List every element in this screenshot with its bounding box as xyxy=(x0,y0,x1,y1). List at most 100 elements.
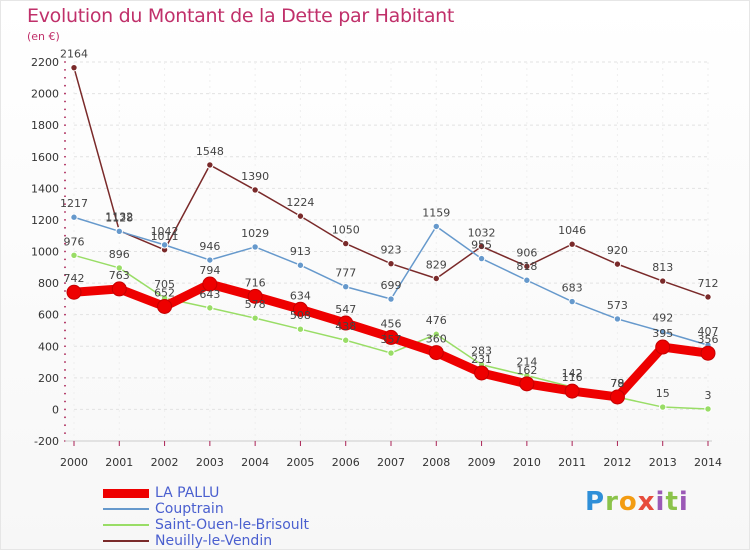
data-point xyxy=(292,301,308,317)
data-point xyxy=(477,242,486,251)
data-label: 699 xyxy=(381,279,402,292)
y-minor-tick xyxy=(64,266,66,269)
data-point xyxy=(251,243,259,251)
legend-item: Neuilly-le-Vendin xyxy=(103,533,309,549)
data-label: 476 xyxy=(426,314,447,327)
data-label: 683 xyxy=(562,282,583,295)
y-minor-tick xyxy=(64,376,66,379)
y-minor-tick xyxy=(64,408,66,411)
y-minor-tick xyxy=(64,195,66,198)
y-minor-tick xyxy=(64,416,66,419)
data-label: 1046 xyxy=(558,224,586,237)
y-minor-tick xyxy=(64,92,66,95)
data-label: 829 xyxy=(426,259,447,272)
y-tick-label: 1000 xyxy=(31,246,59,259)
y-minor-tick xyxy=(64,305,66,308)
legend-label: Couptrain xyxy=(155,501,224,517)
legend-swatch xyxy=(103,524,149,526)
data-label: 712 xyxy=(698,277,719,290)
data-label: 15 xyxy=(656,387,670,400)
y-minor-tick xyxy=(64,124,66,127)
data-point xyxy=(342,239,350,248)
legend-item: Couptrain xyxy=(103,501,309,517)
y-minor-tick xyxy=(64,211,66,213)
y-minor-tick xyxy=(64,187,66,190)
x-tick-label: 2001 xyxy=(105,456,133,469)
data-point xyxy=(66,284,82,300)
y-minor-tick xyxy=(64,219,66,221)
x-tick-label: 2005 xyxy=(286,456,314,469)
data-label: 578 xyxy=(245,298,266,311)
data-label: 395 xyxy=(652,327,673,340)
data-label: 1217 xyxy=(60,197,88,210)
y-minor-tick xyxy=(64,392,66,395)
data-point xyxy=(613,260,622,268)
data-point xyxy=(704,405,712,413)
unit-label: (en €) xyxy=(27,30,60,43)
data-point xyxy=(387,259,395,268)
y-tick-label: 2200 xyxy=(31,56,59,69)
data-label: 716 xyxy=(245,276,266,289)
data-label: 573 xyxy=(607,299,628,312)
data-point xyxy=(115,264,123,272)
data-point xyxy=(70,251,78,259)
line-chart: -200 0 200 400 600 800 1000 1200 1400 1600 1800 200… xyxy=(31,48,722,469)
legend-label: Saint-Ouen-le-Brisoult xyxy=(155,517,310,533)
data-point xyxy=(296,212,305,220)
legend-swatch xyxy=(103,508,149,510)
data-label: 1128 xyxy=(105,211,133,224)
legend-swatch xyxy=(103,540,149,542)
legend-item: LA PALLU xyxy=(103,485,309,501)
y-minor-tick xyxy=(64,76,66,79)
y-minor-tick xyxy=(64,163,66,166)
data-label: 79 xyxy=(610,377,624,390)
data-point xyxy=(704,293,712,301)
data-label: 407 xyxy=(698,325,719,338)
data-label: 356 xyxy=(698,333,719,346)
y-tick-label: 200 xyxy=(38,372,59,385)
data-label: 923 xyxy=(381,244,402,257)
y-tick-label: 800 xyxy=(38,277,59,290)
data-point xyxy=(432,222,440,231)
data-point xyxy=(111,281,127,297)
data-point xyxy=(523,276,531,284)
y-minor-tick xyxy=(64,258,66,261)
y-minor-tick xyxy=(64,68,66,71)
x-tick-label: 2003 xyxy=(196,456,224,469)
y-tick-label: 0 xyxy=(52,403,59,416)
data-point xyxy=(206,161,214,169)
y-tick-label: 1800 xyxy=(31,119,59,132)
data-point xyxy=(296,261,305,269)
y-minor-tick xyxy=(64,132,66,134)
data-label: 3 xyxy=(705,389,712,402)
axes: -200 0 200 400 600 800 1000 1200 1400 1600 1800 200… xyxy=(31,56,722,469)
y-minor-tick xyxy=(64,274,66,277)
data-label: 1159 xyxy=(422,206,450,219)
y-minor-tick xyxy=(64,290,66,292)
data-point xyxy=(477,254,486,263)
y-minor-tick xyxy=(64,116,66,119)
y-minor-tick xyxy=(64,424,66,427)
data-label: 116 xyxy=(562,371,583,384)
data-point xyxy=(251,186,259,194)
y-minor-tick xyxy=(64,313,66,316)
data-point xyxy=(206,256,214,264)
x-tick-label: 2008 xyxy=(422,456,450,469)
x-tick-label: 2004 xyxy=(241,456,269,469)
data-label: 643 xyxy=(199,288,220,301)
y-minor-tick xyxy=(64,171,66,174)
data-point xyxy=(338,315,354,331)
data-label: 142 xyxy=(562,367,583,380)
data-label: 955 xyxy=(471,239,492,252)
y-minor-tick xyxy=(64,108,66,111)
data-label: 705 xyxy=(154,278,175,291)
y-minor-tick xyxy=(64,147,66,150)
x-tick-label: 2013 xyxy=(649,456,677,469)
y-minor-tick xyxy=(64,226,66,229)
legend-label: Neuilly-le-Vendin xyxy=(155,533,273,549)
data-label: 357 xyxy=(381,333,402,346)
data-point xyxy=(383,329,399,345)
data-point xyxy=(609,389,625,405)
data-label: 1011 xyxy=(151,230,179,243)
y-tick-label: 600 xyxy=(38,309,59,322)
